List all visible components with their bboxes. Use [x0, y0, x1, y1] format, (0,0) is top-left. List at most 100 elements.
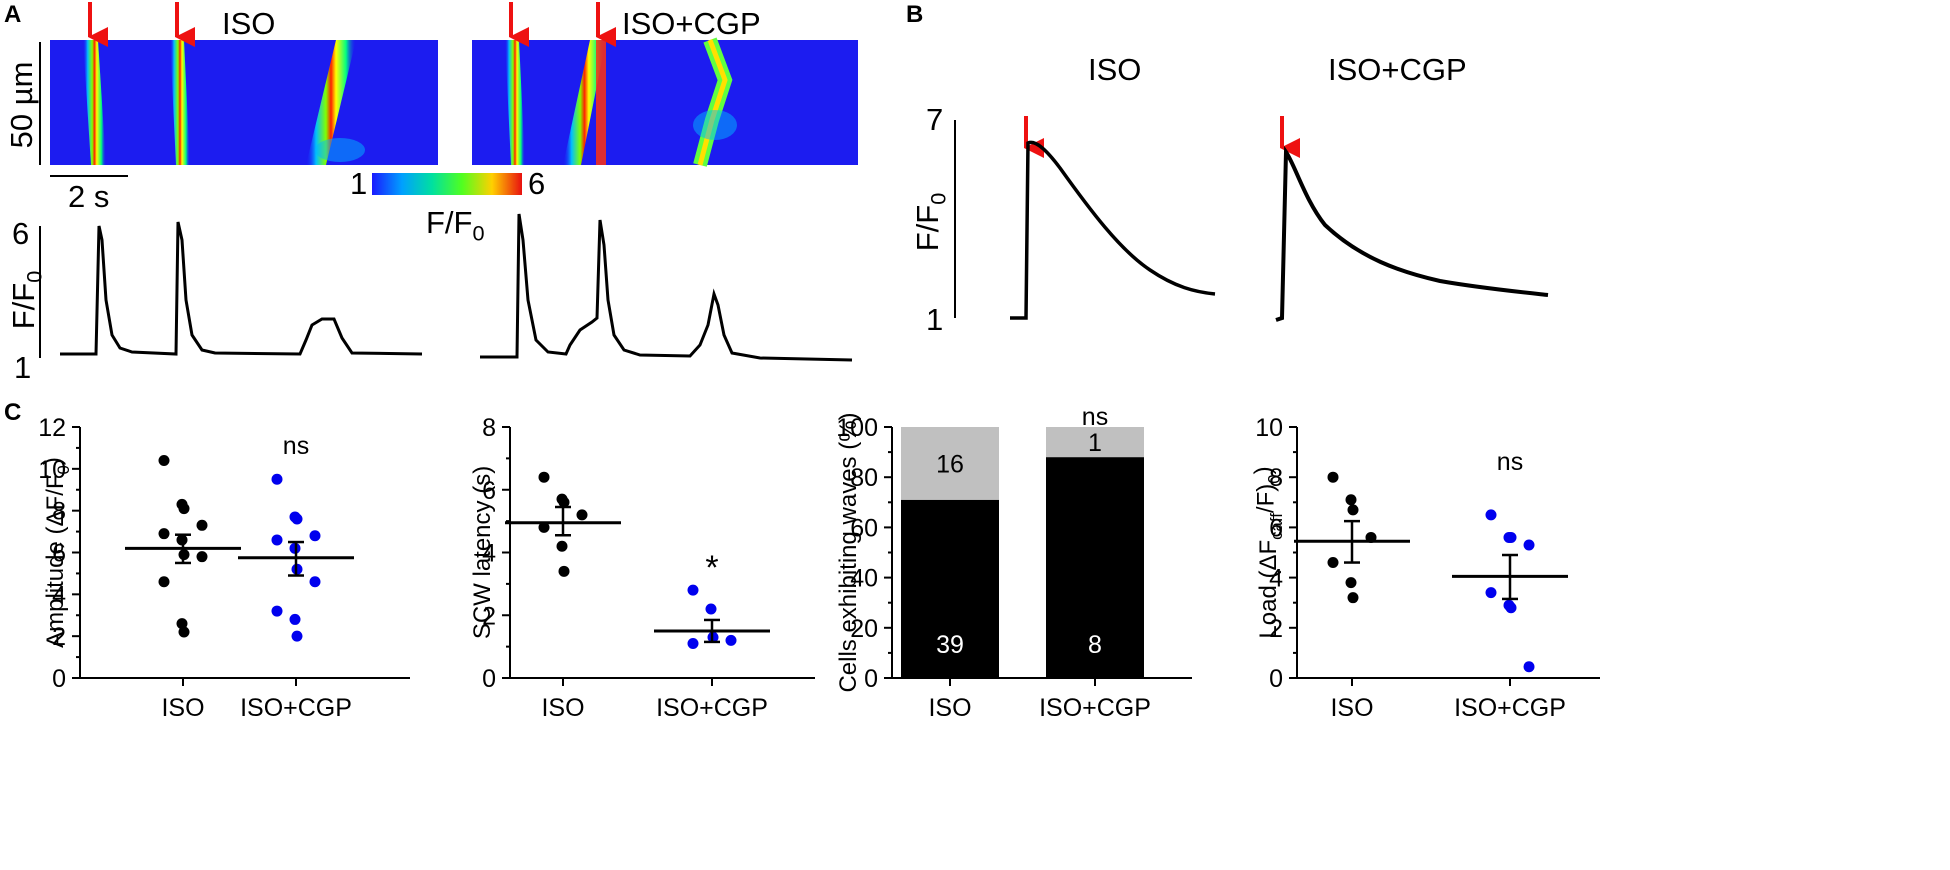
data-point [1523, 539, 1535, 551]
data-point [1327, 471, 1339, 483]
significance-label: ns [1497, 448, 1523, 476]
y-tick-label: 6 [1269, 514, 1283, 542]
panel-b-ylabel: F/F0 [910, 193, 951, 252]
linescan-iso-band-2 [170, 40, 190, 165]
data-point [196, 519, 208, 531]
significance-label: ns [1082, 403, 1108, 431]
y-tick-label: 100 [836, 414, 878, 442]
colorbar-min-label: 1 [350, 166, 367, 201]
data-point [705, 603, 717, 615]
data-point [1505, 602, 1517, 614]
data-point [1523, 661, 1535, 673]
chart-load: 0 2 4 6 8 10 ISO ISO+CGP Load (ΔFcaff/F)0) ns [1250, 414, 1600, 722]
data-point [1345, 494, 1357, 506]
bar-segment [1046, 457, 1144, 678]
linescan-iso-background [50, 40, 438, 165]
linescan-iso-band-1 [83, 40, 106, 165]
x-tick-label: ISO [161, 694, 204, 722]
colorbar-label: F/F0 [426, 205, 485, 246]
data-point [558, 565, 570, 577]
bar-count-label: 1 [1088, 429, 1102, 457]
data-point [576, 509, 588, 521]
y-axis-title: Load (ΔFcaff/F)0) [1250, 466, 1286, 638]
panel-b-title-cgp: ISO+CGP [1328, 52, 1467, 87]
y-tick-label: 0 [864, 665, 878, 693]
data-point [271, 534, 283, 546]
chart-cells-waves: 0 20 40 60 80 100 ISO ISO+CGP Cells exhibiting w… [835, 403, 1192, 722]
data-point [158, 454, 170, 466]
panel-b-ymin: 1 [926, 302, 943, 337]
y-tick-label: 8 [1269, 464, 1283, 492]
calcium-trace-cgp [480, 213, 853, 362]
data-point [1485, 509, 1497, 521]
panel-b-title-iso: ISO [1088, 52, 1141, 87]
y-tick-label: 6 [482, 477, 496, 505]
linescan-cgp-band-2 [596, 40, 606, 165]
data-point [538, 521, 550, 533]
panel-label-a: A [4, 1, 21, 28]
linescan-iso-wave [306, 40, 356, 165]
panel-label-c: C [4, 399, 21, 426]
x-tick-label: ISO+CGP [1039, 694, 1151, 722]
data-point [1345, 577, 1357, 589]
x-tick-label: ISO+CGP [240, 694, 352, 722]
linescan-cgp [472, 37, 858, 167]
calcium-trace-iso [60, 221, 423, 356]
scale-bar-horizontal-label: 2 s [68, 179, 109, 214]
data-point [291, 630, 303, 642]
chart-amplitude: 0 2 4 6 8 10 12 ISO ISO+CGP Amplitude (ΔF/F0) ns [38, 414, 410, 722]
y-tick-label: 0 [52, 665, 66, 693]
chart-scw-latency: 0 2 4 6 8 ISO ISO+CGP SCW latency (s) * [469, 414, 815, 722]
linescan-cgp-band-1 [505, 40, 525, 165]
y-tick-label: 2 [482, 602, 496, 630]
bar-count-label: 16 [936, 450, 964, 478]
data-point [178, 626, 190, 638]
linescan-cgp-glow [693, 110, 737, 140]
trace-ylabel-a: F/F0 [6, 271, 47, 330]
bar-segment [1046, 427, 1144, 458]
scale-bar-vertical-label: 50 µm [4, 62, 39, 149]
y-axis-title: SCW latency (s) [469, 466, 496, 639]
y-tick-label: 4 [482, 540, 496, 568]
y-tick-label: 20 [850, 615, 878, 643]
x-tick-label: ISO [928, 694, 971, 722]
linescan-iso [50, 40, 438, 165]
linescan-iso-glow [315, 138, 365, 162]
colorbar-max-label: 6 [528, 166, 545, 201]
bar-count-label: 39 [936, 631, 964, 659]
x-tick-label: ISO+CGP [656, 694, 768, 722]
linescan-title-cgp: ISO+CGP [622, 6, 761, 41]
x-tick-label: ISO [541, 694, 584, 722]
y-tick-label: 4 [52, 581, 66, 609]
data-point [558, 496, 570, 508]
data-point [1347, 592, 1359, 604]
significance-label: ns [283, 432, 309, 460]
y-tick-label: 80 [850, 464, 878, 492]
data-point [271, 605, 283, 617]
data-point [289, 613, 301, 625]
data-point [309, 530, 321, 542]
y-axis-title: Cells exhibiting waves (%) [835, 412, 862, 692]
data-point [687, 637, 699, 649]
y-tick-label: 12 [38, 414, 66, 442]
data-point [178, 503, 190, 515]
y-tick-label: 60 [850, 514, 878, 542]
linescan-cgp-wave-1 [563, 40, 606, 165]
y-tick-label: 4 [1269, 565, 1283, 593]
data-point [309, 576, 321, 588]
data-point [196, 551, 208, 563]
data-point [176, 618, 188, 630]
y-tick-label: 0 [1269, 665, 1283, 693]
bar-segment [901, 427, 999, 500]
data-point [1485, 587, 1497, 599]
panel-b-ymax: 7 [926, 102, 943, 137]
trace-ymin-a: 1 [14, 350, 31, 385]
trace-ymax-a: 6 [12, 216, 29, 251]
y-tick-label: 10 [38, 456, 66, 484]
data-point [291, 513, 303, 525]
caffeine-trace-iso [1010, 140, 1216, 320]
x-tick-label: ISO [1330, 694, 1373, 722]
bar-segment [901, 499, 999, 678]
data-point [1327, 557, 1339, 569]
data-point [687, 584, 699, 596]
